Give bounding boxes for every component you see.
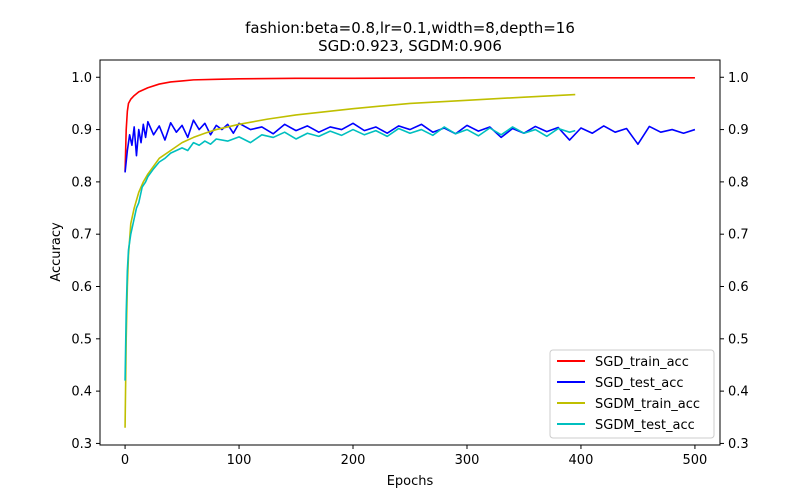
x-axis-label: Epochs <box>387 474 434 489</box>
series-layer <box>124 76 696 428</box>
y-tick-label-left: 0.3 <box>71 437 92 452</box>
legend-box <box>549 349 715 439</box>
chart-subtitle: SGD:0.923, SGDM:0.906 <box>318 37 502 55</box>
chart-title: fashion:beta=0.8,lr=0.1,width=8,depth=16 <box>245 19 575 37</box>
y-tick-label-left: 1.0 <box>71 71 92 86</box>
y-tick-label-right: 0.3 <box>728 437 749 452</box>
plot-frame <box>99 59 721 446</box>
y-tick-label-right: 0.7 <box>728 228 749 243</box>
x-tick-label: 100 <box>227 453 252 468</box>
y-tick-label-left: 0.4 <box>71 385 92 400</box>
y-tick-label-right: 1.0 <box>728 71 749 86</box>
y-tick-label-right: 0.8 <box>728 175 749 190</box>
y-tick-label-left: 0.5 <box>71 332 92 347</box>
series-line-sgd-test-acc <box>124 119 696 173</box>
y-axis-label: Accuracy <box>49 222 64 282</box>
legend-label-sgdm-test-acc: SGDM_test_acc <box>595 418 695 433</box>
x-tick-label: 0 <box>121 453 129 468</box>
y-tick-label-left: 0.8 <box>71 175 92 190</box>
y-tick-label-right: 0.4 <box>728 385 749 400</box>
y-tick-label-right: 0.5 <box>728 332 749 347</box>
y-axis-right-ticks: 0.3 0.4 0.5 0.6 0.7 0.8 0.9 1.0 <box>720 71 749 452</box>
legend: SGD_train_acc SGD_test_acc SGDM_train_acc S… <box>549 349 715 439</box>
y-tick-label-right: 0.6 <box>728 280 749 295</box>
x-tick-label: 200 <box>341 453 366 468</box>
legend-label-sgd-train-acc: SGD_train_acc <box>595 355 689 370</box>
series-line-sgdm-test-acc <box>124 126 576 381</box>
x-tick-label: 400 <box>569 453 594 468</box>
y-axis-left-ticks: 0.3 0.4 0.5 0.6 0.7 0.8 0.9 1.0 <box>71 71 100 452</box>
x-axis-ticks: 0 100 200 300 400 500 <box>121 445 707 468</box>
legend-label-sgd-test-acc: SGD_test_acc <box>595 376 684 391</box>
series-line-sgdm-train-acc <box>124 93 576 428</box>
y-tick-label-left: 0.6 <box>71 280 92 295</box>
x-tick-label: 300 <box>455 453 480 468</box>
y-tick-label-right: 0.9 <box>728 123 749 138</box>
x-tick-label: 500 <box>683 453 708 468</box>
y-tick-label-left: 0.7 <box>71 228 92 243</box>
series-line-sgd-train-acc <box>124 76 695 172</box>
legend-label-sgdm-train-acc: SGDM_train_acc <box>595 397 700 412</box>
y-tick-label-left: 0.9 <box>71 123 92 138</box>
